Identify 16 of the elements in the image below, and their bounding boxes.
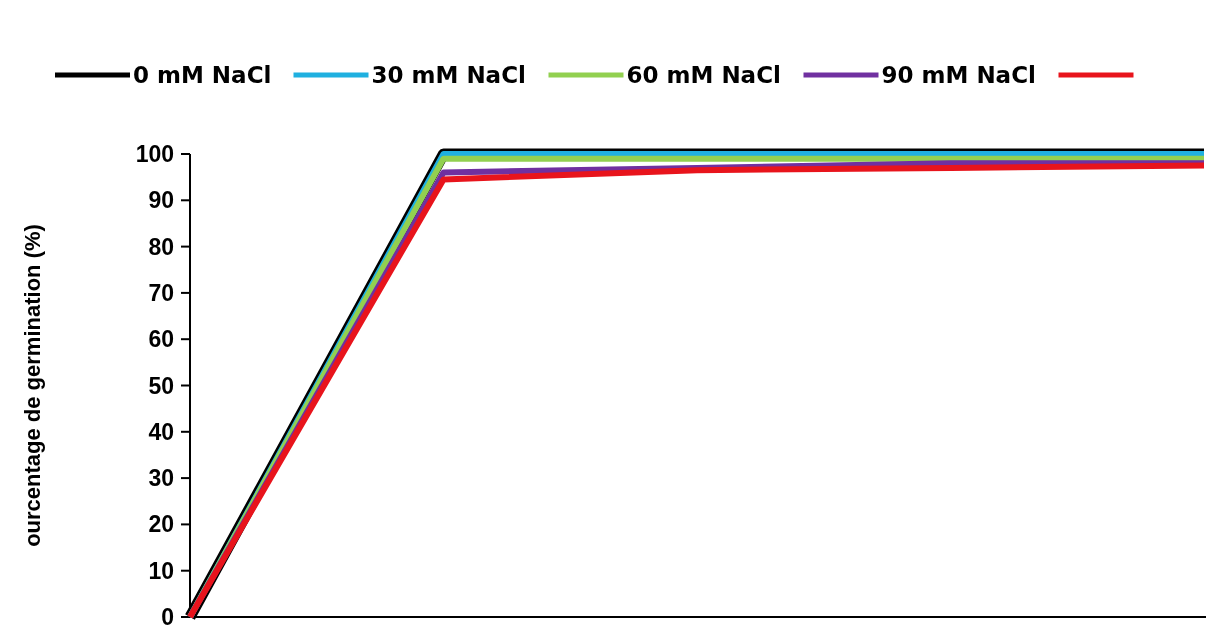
y-tick-label: 50 [148,372,174,399]
y-axis-title: ourcentage de germination (%) [20,224,45,547]
y-tick-label: 100 [135,141,174,167]
legend-label: 60 mM NaCl [626,62,781,88]
legend-label: 30 mM NaCl [371,62,526,88]
y-tick-label: 40 [148,418,174,445]
y-tick-label: 20 [148,511,174,538]
y-tick-label: 90 [148,187,174,214]
y-tick-label: 10 [148,557,174,584]
legend-label: 90 mM NaCl [881,62,1036,88]
y-tick-label: 80 [148,233,174,260]
y-tick-label: 30 [148,465,174,492]
y-tick-label: 70 [148,279,174,306]
y-tick-label: 0 [161,604,174,626]
legend-label: 0 mM NaCl [133,62,272,88]
y-tick-label: 60 [148,326,174,353]
